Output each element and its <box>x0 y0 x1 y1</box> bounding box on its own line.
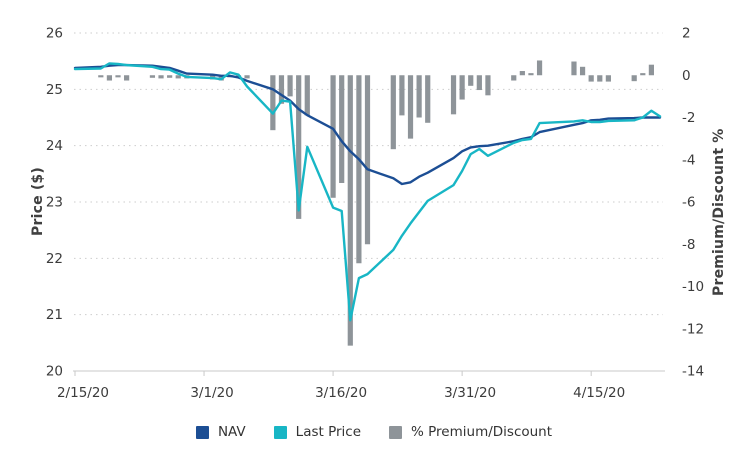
legend-label-nav: NAV <box>217 424 246 440</box>
premium-discount-bar <box>579 66 586 76</box>
premium-discount-bar <box>468 75 474 86</box>
chart-plot-area: 2/15/20 3/1/20 3/16/20 3/31/20 4/15/20 26 25 24… <box>46 26 704 402</box>
premium-discount-bar <box>287 75 293 97</box>
premium-discount-bar <box>425 75 431 123</box>
premium-discount-bar <box>106 75 113 81</box>
right-tick-label: -12 <box>682 321 704 337</box>
nav-swatch-icon <box>195 425 209 439</box>
right-tick-label: -6 <box>682 195 695 211</box>
x-tick-label: 4/15/20 <box>573 385 625 401</box>
premium-discount-bar <box>175 75 181 79</box>
premium-discount-bar <box>536 60 543 76</box>
gridlines <box>74 32 663 316</box>
premium-discount-bar <box>296 75 302 219</box>
premium-discount-bar <box>364 75 371 245</box>
premium-discount-bar <box>339 75 345 183</box>
legend-item-nav[interactable]: NAV <box>195 424 246 440</box>
right-tick-label: 0 <box>682 68 691 84</box>
x-tick-label: 3/31/20 <box>444 385 496 401</box>
premium-discount-bar <box>98 75 104 78</box>
left-tick-label: 22 <box>46 251 63 267</box>
premium-discount-bar <box>459 75 465 100</box>
right-axis-labels: 2 0 -2 -4 -6 -8 -10 -12 -14 <box>682 26 704 380</box>
premium-discount-bar <box>511 75 517 81</box>
premium-discount-bar <box>124 75 130 81</box>
premium-discount-bar <box>244 75 250 79</box>
left-tick-label: 23 <box>46 195 63 211</box>
premium-discount-bar <box>528 73 534 76</box>
last-price-line <box>73 62 662 322</box>
premium-discount-bar <box>330 75 336 198</box>
premium-discount-bar <box>640 73 646 76</box>
premium-discount-bar <box>399 75 405 116</box>
left-tick-label: 26 <box>46 26 63 42</box>
premium-discount-bar <box>158 75 164 79</box>
premium-discount-bar <box>597 75 603 82</box>
premium-discount-bar <box>571 61 577 76</box>
left-axis-labels: 26 25 24 23 22 21 20 <box>46 26 63 380</box>
premium-discount-bar <box>347 75 353 346</box>
left-tick-label: 21 <box>46 307 63 323</box>
premium-discount-bar <box>416 75 422 118</box>
right-tick-label: -10 <box>682 279 704 295</box>
premium-discount-swatch-icon <box>389 425 403 439</box>
premium-discount-bar <box>149 75 156 78</box>
premium-discount-bar <box>390 75 396 150</box>
premium-discount-bar <box>115 75 121 78</box>
last-price-swatch-icon <box>273 425 287 439</box>
premium-discount-bar <box>304 75 310 116</box>
premium-discount-bar <box>648 64 654 76</box>
premium-discount-bar <box>450 75 457 115</box>
right-tick-label: -14 <box>682 364 704 380</box>
legend-item-last-price[interactable]: Last Price <box>273 424 362 440</box>
left-axis-title: Price ($) <box>30 167 46 236</box>
nav-line <box>73 63 662 186</box>
premium-discount-bar <box>278 75 285 104</box>
premium-discount-bar <box>485 75 491 96</box>
right-tick-label: -8 <box>682 237 695 253</box>
x-tick-label: 3/16/20 <box>315 385 367 401</box>
right-axis-title: Premium/Discount % <box>711 128 727 296</box>
premium-discount-bar <box>407 75 414 139</box>
legend: NAV Last Price % Premium/Discount <box>0 424 748 440</box>
legend-label-last-price: Last Price <box>295 424 362 440</box>
premium-discount-bar <box>476 75 482 91</box>
right-tick-label: 2 <box>682 26 691 42</box>
legend-label-premium-discount: % Premium/Discount <box>411 424 553 440</box>
premium-discount-bars <box>98 60 654 346</box>
right-tick-label: -4 <box>682 152 695 168</box>
x-axis: 2/15/20 3/1/20 3/16/20 3/31/20 4/15/20 <box>57 370 665 401</box>
legend-item-premium-discount[interactable]: % Premium/Discount <box>389 424 552 440</box>
x-tick-label: 3/1/20 <box>190 385 233 401</box>
left-tick-label: 24 <box>46 138 63 154</box>
premium-discount-bar <box>270 75 276 131</box>
premium-discount-bar <box>356 75 362 264</box>
left-tick-label: 20 <box>46 364 63 380</box>
left-tick-label: 25 <box>46 82 63 98</box>
premium-discount-bar <box>167 75 173 78</box>
premium-discount-bar <box>519 71 525 76</box>
right-tick-label: -2 <box>682 110 695 126</box>
x-tick-label: 2/15/20 <box>57 385 109 401</box>
premium-discount-bar <box>605 75 611 82</box>
premium-discount-bar <box>588 75 594 82</box>
premium-discount-bar <box>631 75 637 82</box>
